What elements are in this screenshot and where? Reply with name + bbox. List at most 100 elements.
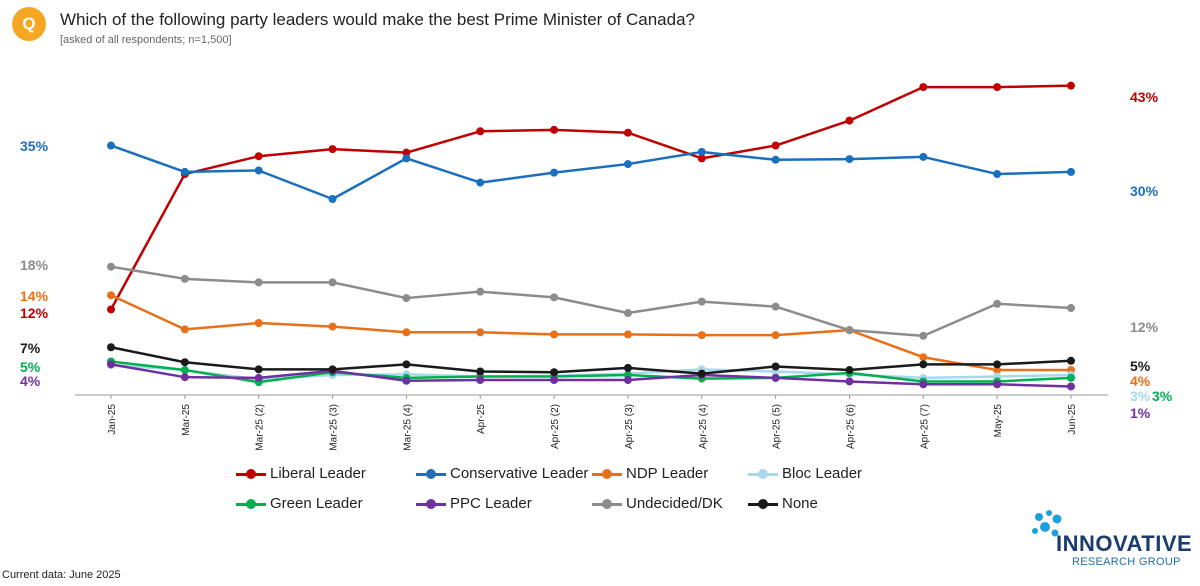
legend-item: Undecided/DK <box>592 495 723 512</box>
data-point <box>402 328 411 337</box>
data-point <box>919 353 928 362</box>
data-point <box>697 369 706 378</box>
data-point <box>254 373 263 382</box>
data-point <box>623 309 632 318</box>
data-point <box>845 377 854 386</box>
data-point <box>771 141 780 150</box>
data-point <box>550 168 559 177</box>
data-point <box>1067 373 1075 382</box>
legend-label: Bloc Leader <box>782 465 863 482</box>
data-point <box>697 331 706 340</box>
data-point <box>697 297 706 306</box>
legend-swatch-dot <box>758 498 768 509</box>
data-point <box>328 365 337 374</box>
series-start-label: 18% <box>20 257 49 273</box>
data-point <box>107 141 115 150</box>
legend-item: None <box>748 495 818 512</box>
legend-label: Green Leader <box>270 495 363 512</box>
data-point <box>476 287 485 296</box>
data-point <box>845 155 854 164</box>
logo-name: INNOVATIVE <box>1056 531 1193 556</box>
data-point <box>623 330 632 339</box>
data-point <box>550 293 559 302</box>
data-point <box>771 362 780 371</box>
series-line <box>110 144 1072 201</box>
series-end-label: 3% <box>1130 388 1151 404</box>
data-point <box>180 366 189 375</box>
legend-swatch <box>416 468 446 480</box>
legend-label: PPC Leader <box>450 495 532 512</box>
legend-swatch-dot <box>602 498 612 509</box>
series-end-label: 5% <box>1130 358 1151 374</box>
legend-swatch-dot <box>602 468 612 479</box>
legend-item: Green Leader <box>236 495 363 512</box>
x-tick-label: Apr-25 (5) <box>772 404 783 449</box>
data-point <box>254 152 263 161</box>
x-tick-label: Jan-25 <box>107 404 118 435</box>
legend-swatch-dot <box>426 498 436 509</box>
data-point <box>550 376 559 385</box>
legend-label: NDP Leader <box>626 465 709 482</box>
legend-swatch <box>592 498 622 510</box>
innovative-logo-icon <box>1032 510 1062 537</box>
legend-swatch <box>236 468 266 480</box>
data-point <box>328 322 337 331</box>
data-point <box>402 154 411 163</box>
x-tick-label: Mar-25 (3) <box>329 404 340 451</box>
x-tick-label: Apr-25 (3) <box>624 404 635 449</box>
data-point <box>180 325 189 334</box>
chart-title: Which of the following party leaders wou… <box>60 10 695 29</box>
data-point <box>107 291 115 300</box>
data-point <box>993 299 1002 308</box>
series-start-label: 5% <box>20 359 41 375</box>
legend-swatch <box>592 468 622 480</box>
x-tick-label: Mar-25 (4) <box>402 404 413 451</box>
legend-item: PPC Leader <box>416 495 532 512</box>
data-point <box>476 127 485 136</box>
data-point <box>1067 81 1075 90</box>
legend-swatch-dot <box>246 468 256 479</box>
series-end-label: 1% <box>1130 405 1151 421</box>
data-point <box>402 294 411 303</box>
data-point <box>328 145 337 154</box>
series-start-label: 7% <box>20 340 41 356</box>
line-chart: Jan-25 Mar-25 Mar-25 (2) Mar-25 (3) Mar-25 (… <box>20 81 1173 451</box>
series-end-label: 43% <box>1130 89 1159 105</box>
data-point <box>1067 167 1075 176</box>
x-tick-label: Mar-25 (2) <box>255 404 266 451</box>
data-point <box>1067 356 1075 365</box>
data-point <box>180 358 189 367</box>
legend-swatch <box>748 498 778 510</box>
legend-label: Liberal Leader <box>270 465 366 482</box>
data-point <box>476 376 485 385</box>
data-point <box>476 178 485 187</box>
data-point <box>550 125 559 134</box>
legend-item: Liberal Leader <box>236 465 366 482</box>
legend-swatch <box>236 498 266 510</box>
series-line <box>110 360 1072 384</box>
data-point <box>919 152 928 161</box>
data-point <box>328 278 337 287</box>
series-line <box>110 265 1072 338</box>
legend-swatch-dot <box>758 468 768 479</box>
series-line <box>109 84 1072 311</box>
data-point <box>402 148 411 157</box>
data-point <box>623 363 632 372</box>
legend-label: Conservative Leader <box>450 465 589 482</box>
x-tick-label: Apr-25 (6) <box>845 404 856 449</box>
x-tick-label: May-25 <box>993 404 1004 438</box>
data-point <box>107 343 115 352</box>
data-point <box>476 367 485 376</box>
data-point <box>107 262 115 271</box>
data-point <box>919 380 928 389</box>
data-point <box>845 326 854 335</box>
series-end-label: 30% <box>1130 183 1159 199</box>
legend-swatch-dot <box>246 498 256 509</box>
data-point <box>107 305 115 314</box>
data-point <box>254 278 263 287</box>
series-start-label: 35% <box>20 138 49 154</box>
question-badge-icon: Q <box>12 7 46 41</box>
data-point <box>771 331 780 340</box>
x-tick-label: Apr-25 (4) <box>698 404 709 449</box>
legend-swatch <box>748 468 778 480</box>
